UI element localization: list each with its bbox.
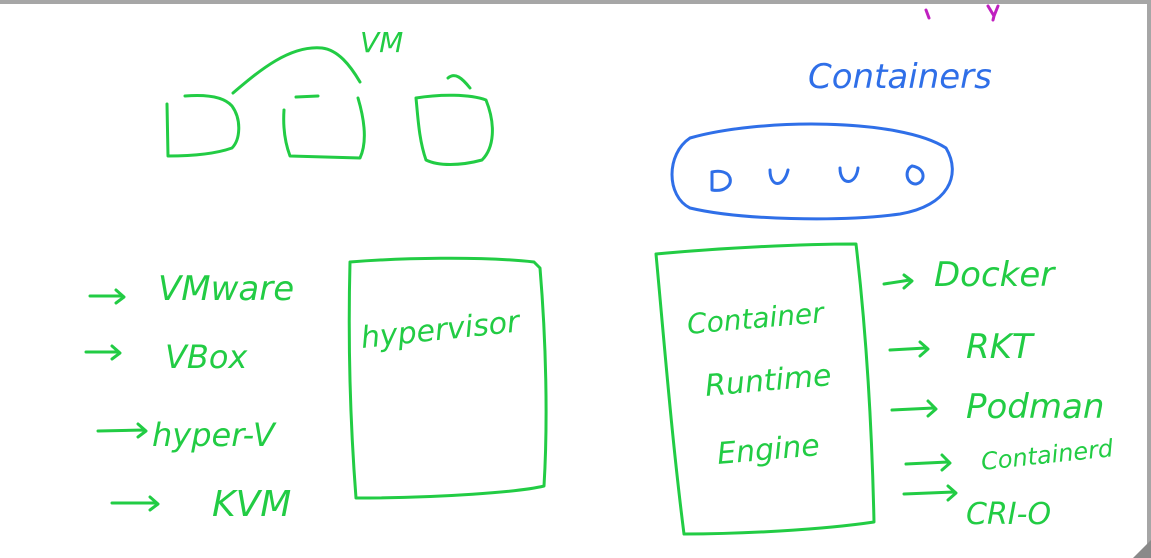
window-top-border xyxy=(0,0,1151,4)
container-runtime-box xyxy=(654,242,876,536)
container-shape-3 xyxy=(838,166,860,183)
runtime-item-4: CRI-O xyxy=(966,497,1051,532)
hypervisor-item-3: KVM xyxy=(212,484,291,525)
hypervisor-item-0: VMware xyxy=(158,269,294,309)
runtime-item-0: Docker xyxy=(934,255,1056,295)
hypervisor-item-2: hyper-V xyxy=(152,416,277,454)
vm-title: VM xyxy=(360,26,403,59)
hypervisor-item-1: VBox xyxy=(165,338,248,376)
container-shape-4 xyxy=(905,164,925,186)
vm-group xyxy=(165,46,494,166)
hypervisor-box-label: hypervisor xyxy=(359,304,522,356)
magenta-marks xyxy=(924,4,1000,22)
runtime-item-3: Containerd xyxy=(980,434,1115,476)
vm-box-3 xyxy=(414,93,494,166)
runtime-box-line-1: Container xyxy=(686,296,827,341)
runtime-box-line-3: Engine xyxy=(716,428,821,472)
vm-arch xyxy=(231,46,362,95)
runtime-item-1: RKT xyxy=(966,327,1035,367)
vm-box-1 xyxy=(165,94,241,158)
hypervisor-arrows xyxy=(84,288,160,512)
runtime-box-line-2: Runtime xyxy=(704,358,833,404)
runtime-item-2: Podman xyxy=(966,387,1104,427)
container-shape-1 xyxy=(710,169,732,192)
window-right-border xyxy=(1147,0,1151,558)
container-shape-2 xyxy=(768,168,790,185)
vm-arch-right xyxy=(446,74,472,90)
hypervisor-box xyxy=(347,256,548,500)
vm-box-2 xyxy=(282,94,366,160)
containers-pool xyxy=(670,122,954,221)
runtime-arrows xyxy=(882,273,958,502)
containers-title: Containers xyxy=(808,57,992,97)
containers-ellipse xyxy=(670,122,954,221)
page-corner-fold xyxy=(1133,540,1151,558)
